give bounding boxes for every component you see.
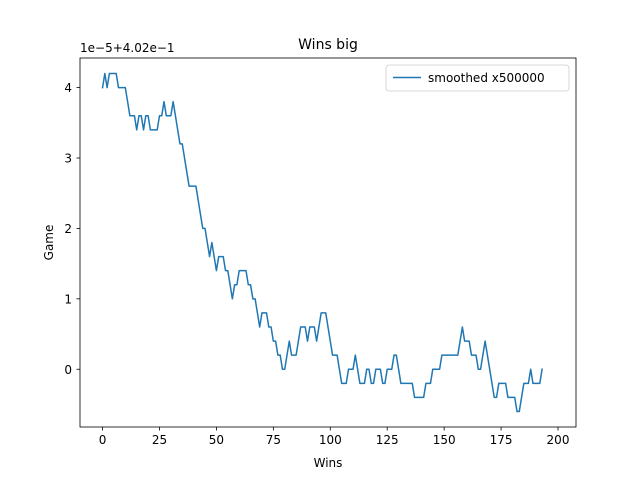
x-tick-label: 150 bbox=[433, 433, 456, 447]
y-axis-label: Game bbox=[42, 225, 56, 261]
x-tick-label: 0 bbox=[99, 433, 107, 447]
y-tick-label: 4 bbox=[64, 81, 72, 95]
legend-frame bbox=[385, 64, 570, 92]
x-tick-label: 75 bbox=[266, 433, 281, 447]
legend: smoothed x500000 bbox=[385, 64, 570, 92]
x-tick-label: 125 bbox=[376, 433, 399, 447]
axes-frame bbox=[79, 57, 577, 428]
y-axis-ticks: 0 1 2 3 4 bbox=[64, 81, 80, 377]
y-axis-offset-label: 1e−5+4.02e−1 bbox=[80, 41, 175, 55]
x-tick-label: 100 bbox=[319, 433, 342, 447]
x-tick-label: 25 bbox=[152, 433, 167, 447]
x-axis-label: Wins bbox=[314, 456, 343, 470]
x-tick-label: 175 bbox=[490, 433, 513, 447]
y-tick-label: 2 bbox=[64, 222, 72, 236]
y-tick-label: 3 bbox=[64, 151, 72, 165]
x-tick-label: 50 bbox=[209, 433, 224, 447]
series-line-smoothed bbox=[101, 72, 543, 413]
y-tick-label: 1 bbox=[64, 292, 72, 306]
chart-title: Wins big bbox=[298, 37, 358, 53]
y-tick-label: 0 bbox=[64, 363, 72, 377]
x-tick-label: 200 bbox=[547, 433, 570, 447]
legend-entry-label: smoothed x500000 bbox=[428, 71, 545, 85]
x-axis-ticks: 0 25 50 75 100 125 150 175 200 bbox=[99, 427, 570, 447]
plot-area bbox=[101, 72, 543, 413]
